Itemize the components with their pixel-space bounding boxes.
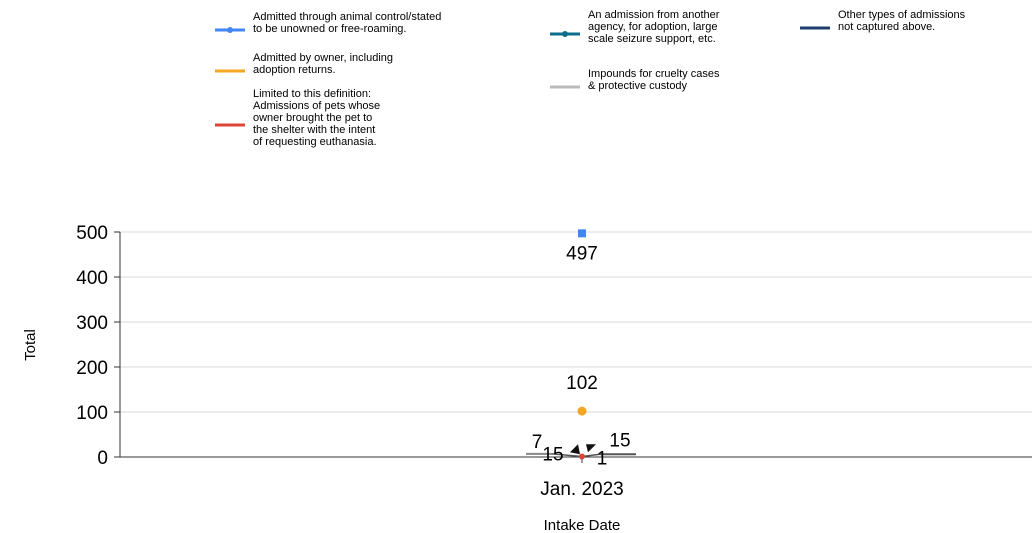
point-agency xyxy=(570,444,580,455)
gridlines xyxy=(120,231,1032,413)
label-animal-control: 497 xyxy=(566,243,598,264)
legend-label-line: & protective custody xyxy=(588,80,688,92)
legend-label-line: the shelter with the intent xyxy=(253,124,375,136)
legend-label-2: Limited to this definition: Admissions of… xyxy=(253,88,380,148)
legend-label-line: agency, for adoption, large xyxy=(588,21,717,33)
y-tick-label: 400 xyxy=(76,268,108,289)
leader-other xyxy=(581,453,601,458)
legend-label-line: Admitted through animal control/stated xyxy=(253,11,441,23)
label-owner: 102 xyxy=(566,373,598,394)
legend-label-line: adoption returns. xyxy=(253,64,336,76)
legend-label-line: Limited to this definition: xyxy=(253,88,371,100)
legend-label-5: Other types of admissions not captured ab… xyxy=(838,9,966,33)
legend-marker-0 xyxy=(227,27,233,33)
legend-marker-3 xyxy=(562,31,568,37)
x-axis: Jan. 2023 xyxy=(120,456,1032,500)
legend-label-line: Admitted by owner, including xyxy=(253,52,393,64)
legend-label-4: Impounds for cruelty cases & protective c… xyxy=(588,68,720,92)
leader-cruelty xyxy=(551,453,583,458)
legend: Admitted through animal control/stated to… xyxy=(215,9,966,148)
label-cruelty: 7 xyxy=(532,432,543,453)
label-agency: 15 xyxy=(542,444,563,465)
legend-label-line: scale seizure support, etc. xyxy=(588,33,716,45)
legend-label-line: to be unowned or free-roaming. xyxy=(253,23,406,35)
legend-label-line: of requesting euthanasia. xyxy=(253,136,377,148)
legend-label-line: owner brought the pet to xyxy=(253,112,372,124)
point-euthanasia xyxy=(579,453,585,460)
y-tick-label: 0 xyxy=(97,448,108,469)
legend-label-line: Admissions of pets whose xyxy=(253,100,380,112)
point-other xyxy=(586,444,596,453)
legend-label-line: Impounds for cruelty cases xyxy=(588,68,720,80)
legend-label-line: Other types of admissions xyxy=(838,9,966,21)
x-axis-title: Intake Date xyxy=(544,517,621,533)
y-tick-label: 200 xyxy=(76,358,108,379)
point-animal-control xyxy=(578,229,586,238)
y-tick-label: 100 xyxy=(76,403,108,424)
legend-label-3: An admission from another agency, for ado… xyxy=(588,9,720,45)
y-axis-title: Total xyxy=(22,329,39,361)
label-other: 15 xyxy=(609,430,630,451)
label-euthanasia: 1 xyxy=(597,449,608,470)
legend-label-line: An admission from another xyxy=(588,9,720,21)
y-axis: 0 100 200 300 400 500 xyxy=(76,223,121,469)
y-tick-label: 300 xyxy=(76,313,108,334)
y-tick-label: 500 xyxy=(76,223,108,244)
x-tick-label: Jan. 2023 xyxy=(540,479,623,500)
data-marks xyxy=(526,229,636,460)
legend-label-0: Admitted through animal control/stated to… xyxy=(253,11,441,35)
point-owner xyxy=(577,406,587,416)
legend-label-line: not captured above. xyxy=(838,21,935,33)
legend-label-1: Admitted by owner, including adoption ret… xyxy=(253,52,393,76)
